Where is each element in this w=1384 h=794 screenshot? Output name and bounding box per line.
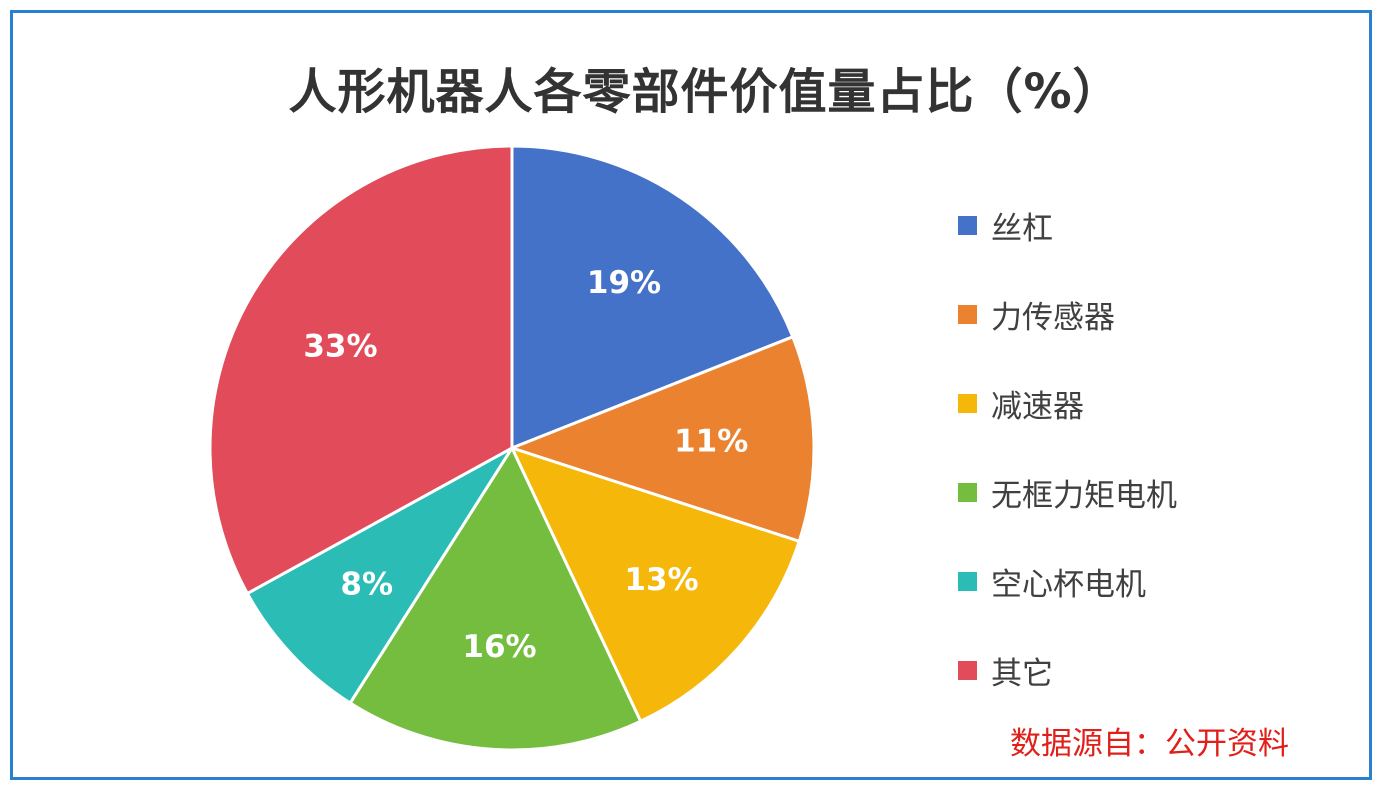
pie-value-label-2: 13%: [624, 562, 698, 598]
pie-value-label-4: 8%: [340, 566, 393, 602]
legend-label-5: 其它: [991, 655, 1053, 692]
pie-slice-4: [245, 446, 514, 706]
legend-label-0: 丝杠: [991, 210, 1053, 247]
legend-item-1: 力传感器: [958, 292, 1115, 336]
legend-label-4: 空心杯电机: [991, 566, 1146, 603]
pie-value-label-5: 33%: [303, 329, 377, 365]
pie-value-label-1: 11%: [674, 424, 748, 460]
legend-label-2: 减速器: [991, 388, 1084, 425]
legend-swatch-2: [958, 393, 977, 413]
legend-swatch-1: [958, 304, 977, 324]
pie-slice-1: [507, 334, 816, 544]
legend-label-3: 无框力矩电机: [991, 477, 1177, 514]
source-note: 数据源自：公开资料: [1010, 726, 1289, 762]
pie-slice-0: [510, 144, 795, 451]
legend-label-1: 力传感器: [991, 299, 1115, 336]
legend-item-4: 空心杯电机: [958, 559, 1146, 603]
legend-swatch-3: [958, 482, 977, 502]
pie-value-label-0: 19%: [587, 265, 661, 301]
legend-item-3: 无框力矩电机: [958, 470, 1177, 514]
pie-slices: [208, 144, 816, 752]
chart-title: 人形机器人各零部件价值量占比（%）: [288, 64, 1122, 120]
pie-slice-2: [509, 445, 802, 724]
legend-item-5: 其它: [958, 648, 1053, 692]
legend-item-0: 丝杠: [958, 203, 1053, 247]
legend-swatch-4: [958, 571, 977, 591]
pie-value-labels: 19% 11% 13% 16% 8% 33%: [303, 265, 748, 665]
legend-swatch-5: [958, 660, 977, 680]
pie-slice-3: [348, 444, 643, 752]
pie-slice-5: [208, 144, 514, 596]
legend-item-2: 减速器: [958, 381, 1084, 425]
pie-value-label-3: 16%: [462, 629, 536, 665]
legend-swatch-0: [958, 215, 977, 235]
